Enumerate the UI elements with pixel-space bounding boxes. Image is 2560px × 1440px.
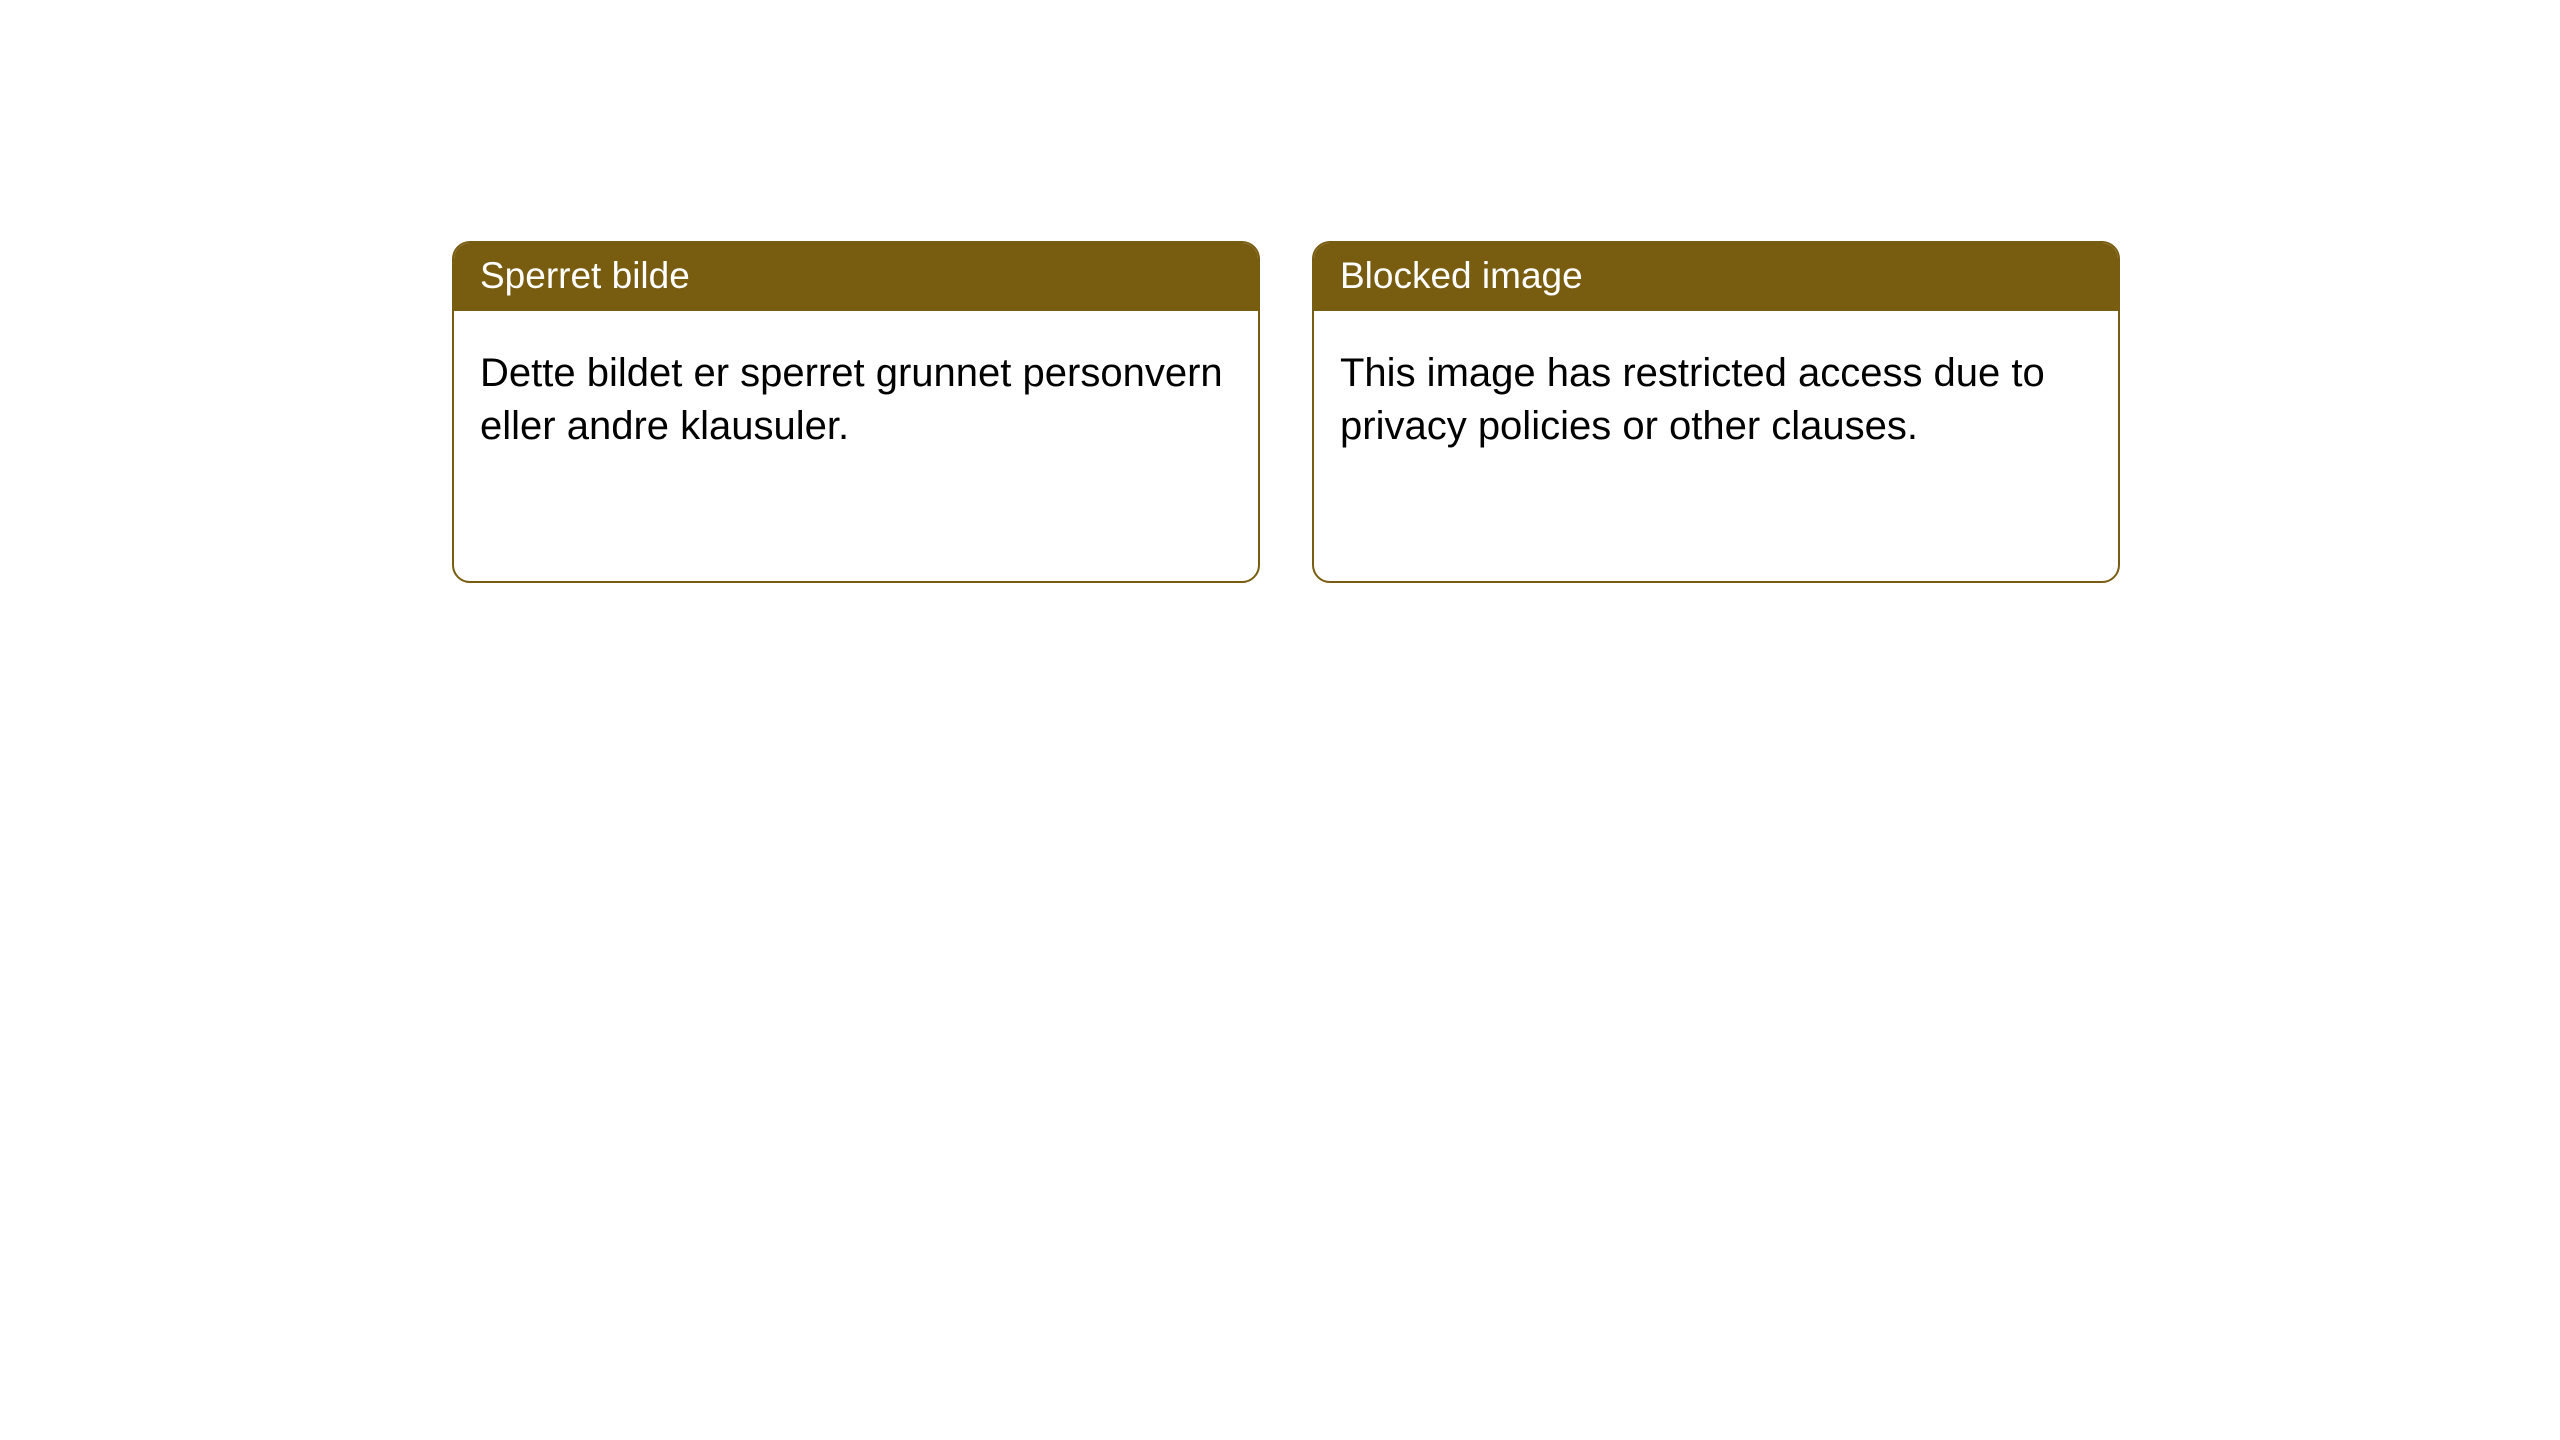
notice-title-norwegian: Sperret bilde — [454, 243, 1258, 311]
notice-body-english: This image has restricted access due to … — [1314, 311, 2118, 581]
notice-card-norwegian: Sperret bilde Dette bildet er sperret gr… — [452, 241, 1260, 583]
notice-title-english: Blocked image — [1314, 243, 2118, 311]
notice-body-norwegian: Dette bildet er sperret grunnet personve… — [454, 311, 1258, 581]
notice-card-english: Blocked image This image has restricted … — [1312, 241, 2120, 583]
notice-container: Sperret bilde Dette bildet er sperret gr… — [452, 241, 2120, 583]
